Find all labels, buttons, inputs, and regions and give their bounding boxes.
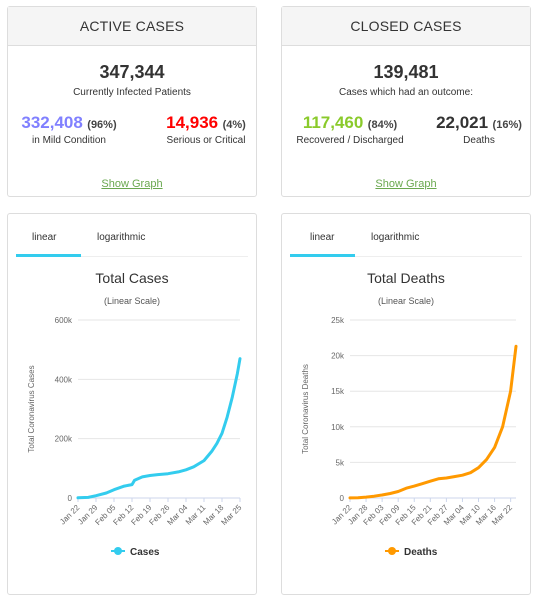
serious-condition-label: Serious or Critical xyxy=(166,135,246,146)
legend-dot-icon xyxy=(114,547,122,555)
y-tick-label: 400k xyxy=(55,375,73,384)
closed-cases-panel: CLOSED CASES 139,481 Cases which had an … xyxy=(281,6,531,197)
deaths-value: 22,021 xyxy=(436,113,489,132)
mild-condition-label: in Mild Condition xyxy=(32,135,106,146)
serious-condition-stat: 14,936 (4%) Serious or Critical xyxy=(158,113,254,146)
y-tick-label: 5k xyxy=(336,458,345,467)
total-deaths-chart-panel: linear logarithmic Total Deaths (Linear … xyxy=(281,213,531,595)
cases-chart-title: Total Cases xyxy=(95,270,169,286)
legend-dot-icon xyxy=(388,547,396,555)
mild-condition-percent: (96%) xyxy=(87,119,117,131)
series-line xyxy=(348,344,518,500)
active-cases-total: 347,344 xyxy=(99,62,165,82)
series-line xyxy=(76,357,242,500)
legend-label: Deaths xyxy=(404,547,438,558)
y-tick-label: 0 xyxy=(68,494,73,503)
y-tick-label: 20k xyxy=(331,352,345,361)
closed-cases-header: CLOSED CASES xyxy=(282,7,530,46)
closed-cases-total: 139,481 xyxy=(373,62,439,82)
x-tick-label: Mar 25 xyxy=(219,503,243,527)
y-tick-label: 10k xyxy=(331,423,345,432)
mild-condition-stat: 332,408 (96%) in Mild Condition xyxy=(14,113,124,146)
y-tick-label: 0 xyxy=(340,494,345,503)
deaths-label: Deaths xyxy=(463,135,495,146)
cases-scale-tabs: linear logarithmic xyxy=(16,222,248,257)
tab-linear-deaths[interactable]: linear xyxy=(310,232,335,243)
total-cases-chart-panel: linear logarithmic Total Cases (Linear S… xyxy=(7,213,257,595)
tab-linear-cases[interactable]: linear xyxy=(32,232,57,243)
active-cases-header: ACTIVE CASES xyxy=(8,7,256,46)
y-tick-label: 25k xyxy=(331,316,345,325)
active-show-graph-link[interactable]: Show Graph xyxy=(101,178,163,190)
serious-condition-value: 14,936 xyxy=(166,113,219,132)
active-tab-indicator xyxy=(16,254,81,257)
legend-label: Cases xyxy=(130,547,160,558)
y-tick-label: 600k xyxy=(55,316,73,325)
deaths-stat: 22,021 (16%) Deaths xyxy=(434,113,524,146)
y-tick-label: 200k xyxy=(55,435,73,444)
tab-logarithmic-deaths[interactable]: logarithmic xyxy=(371,232,420,243)
deaths-scale-tabs: linear logarithmic xyxy=(290,222,522,257)
active-cases-total-label: Currently Infected Patients xyxy=(73,87,191,98)
active-cases-panel: ACTIVE CASES 347,344 Currently Infected … xyxy=(7,6,257,197)
y-axis-title: Total Coronavirus Cases xyxy=(27,365,36,452)
closed-show-graph-link[interactable]: Show Graph xyxy=(375,178,437,190)
deaths-percent: (16%) xyxy=(492,119,522,131)
cases-chart-subtitle: (Linear Scale) xyxy=(103,296,161,306)
mild-condition-value: 332,408 xyxy=(21,113,83,132)
recovered-value: 117,460 xyxy=(302,113,364,132)
recovered-stat: 117,460 (84%) Recovered / Discharged xyxy=(288,113,412,146)
tab-logarithmic-cases[interactable]: logarithmic xyxy=(97,232,146,243)
recovered-percent: (84%) xyxy=(367,119,398,131)
closed-cases-total-label: Cases which had an outcome: xyxy=(339,87,473,98)
recovered-label: Recovered / Discharged xyxy=(296,135,404,146)
y-tick-label: 15k xyxy=(331,387,345,396)
active-tab-indicator xyxy=(290,254,355,257)
deaths-chart-title: Total Deaths xyxy=(367,270,445,286)
deaths-chart-subtitle: (Linear Scale) xyxy=(377,296,435,306)
y-axis-title: Total Coronavirus Deaths xyxy=(301,364,310,454)
serious-condition-percent: (4%) xyxy=(222,119,246,131)
